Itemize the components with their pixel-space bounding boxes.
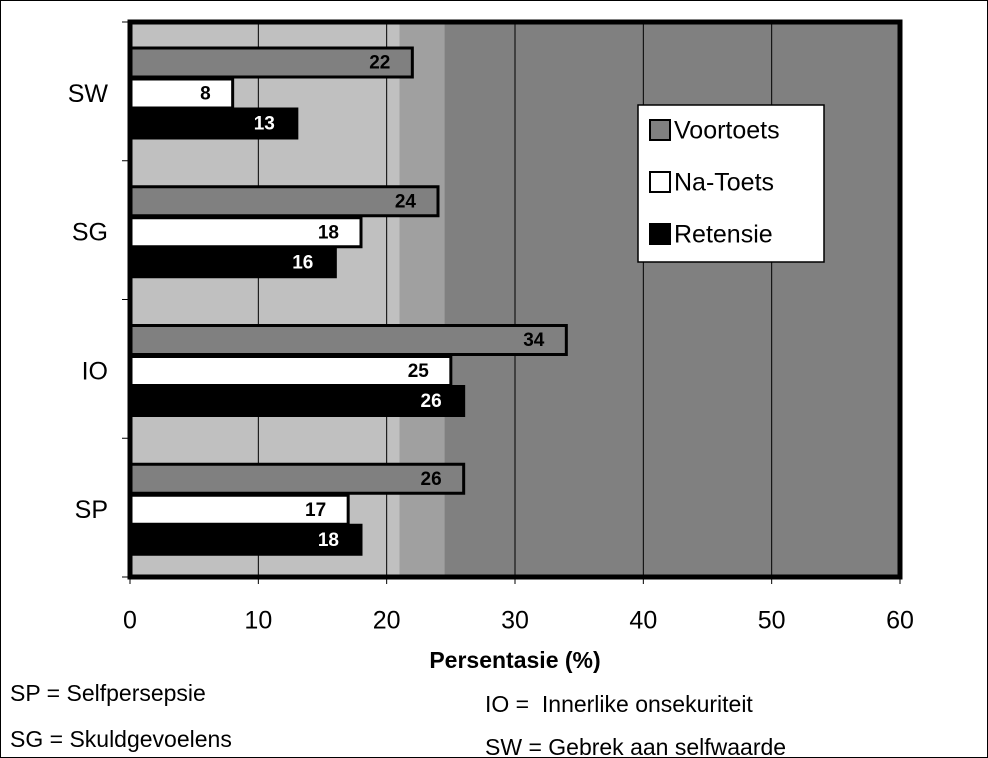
data-label: 18: [318, 222, 339, 243]
y-tick-label: SG: [72, 219, 108, 247]
x-tick-label: 30: [501, 607, 529, 635]
data-label: 26: [421, 391, 442, 412]
y-tick-label: SP: [75, 496, 108, 524]
legend-swatch: [649, 171, 671, 193]
y-tick-label: SW: [68, 80, 109, 108]
data-label: 13: [254, 114, 275, 135]
note: SW = Gebrek aan selfwaarde: [485, 734, 786, 758]
legend-label: Retensie: [674, 221, 773, 249]
legend-swatch: [649, 119, 671, 141]
data-label: 24: [395, 191, 417, 212]
legend-swatch: [649, 223, 671, 245]
x-tick-label: 60: [886, 607, 914, 635]
bar: [128, 77, 235, 110]
data-label: 18: [318, 530, 339, 551]
data-label: 26: [421, 469, 442, 490]
legend-label: Na-Toets: [674, 169, 774, 197]
bar: [128, 46, 414, 79]
bar: [128, 107, 299, 140]
x-tick-label: 10: [244, 607, 272, 635]
bar: [128, 462, 466, 495]
data-label: 22: [369, 53, 390, 74]
note: IO = Innerlike onsekuriteit: [485, 691, 753, 717]
data-label: 16: [292, 252, 313, 273]
bar: [128, 385, 466, 417]
data-label: 17: [305, 500, 326, 521]
x-tick-label: 50: [758, 607, 786, 635]
bar: [128, 355, 453, 387]
legend-label: Voortoets: [674, 117, 780, 145]
x-axis-label: Persentasie (%): [429, 647, 600, 673]
note: SP = Selfpersepsie: [10, 680, 206, 706]
plot-border: [127, 19, 903, 580]
data-label: 25: [408, 361, 430, 382]
data-label: 34: [523, 330, 545, 351]
note: SG = Skuldgevoelens: [10, 726, 232, 752]
x-tick-label: 20: [373, 607, 401, 635]
x-tick-label: 40: [629, 607, 657, 635]
data-label: 8: [200, 84, 211, 105]
x-tick-label: 0: [123, 607, 137, 635]
bar: [128, 246, 337, 279]
bar: [128, 324, 568, 356]
y-tick-label: IO: [82, 357, 108, 385]
bar: [128, 185, 440, 218]
